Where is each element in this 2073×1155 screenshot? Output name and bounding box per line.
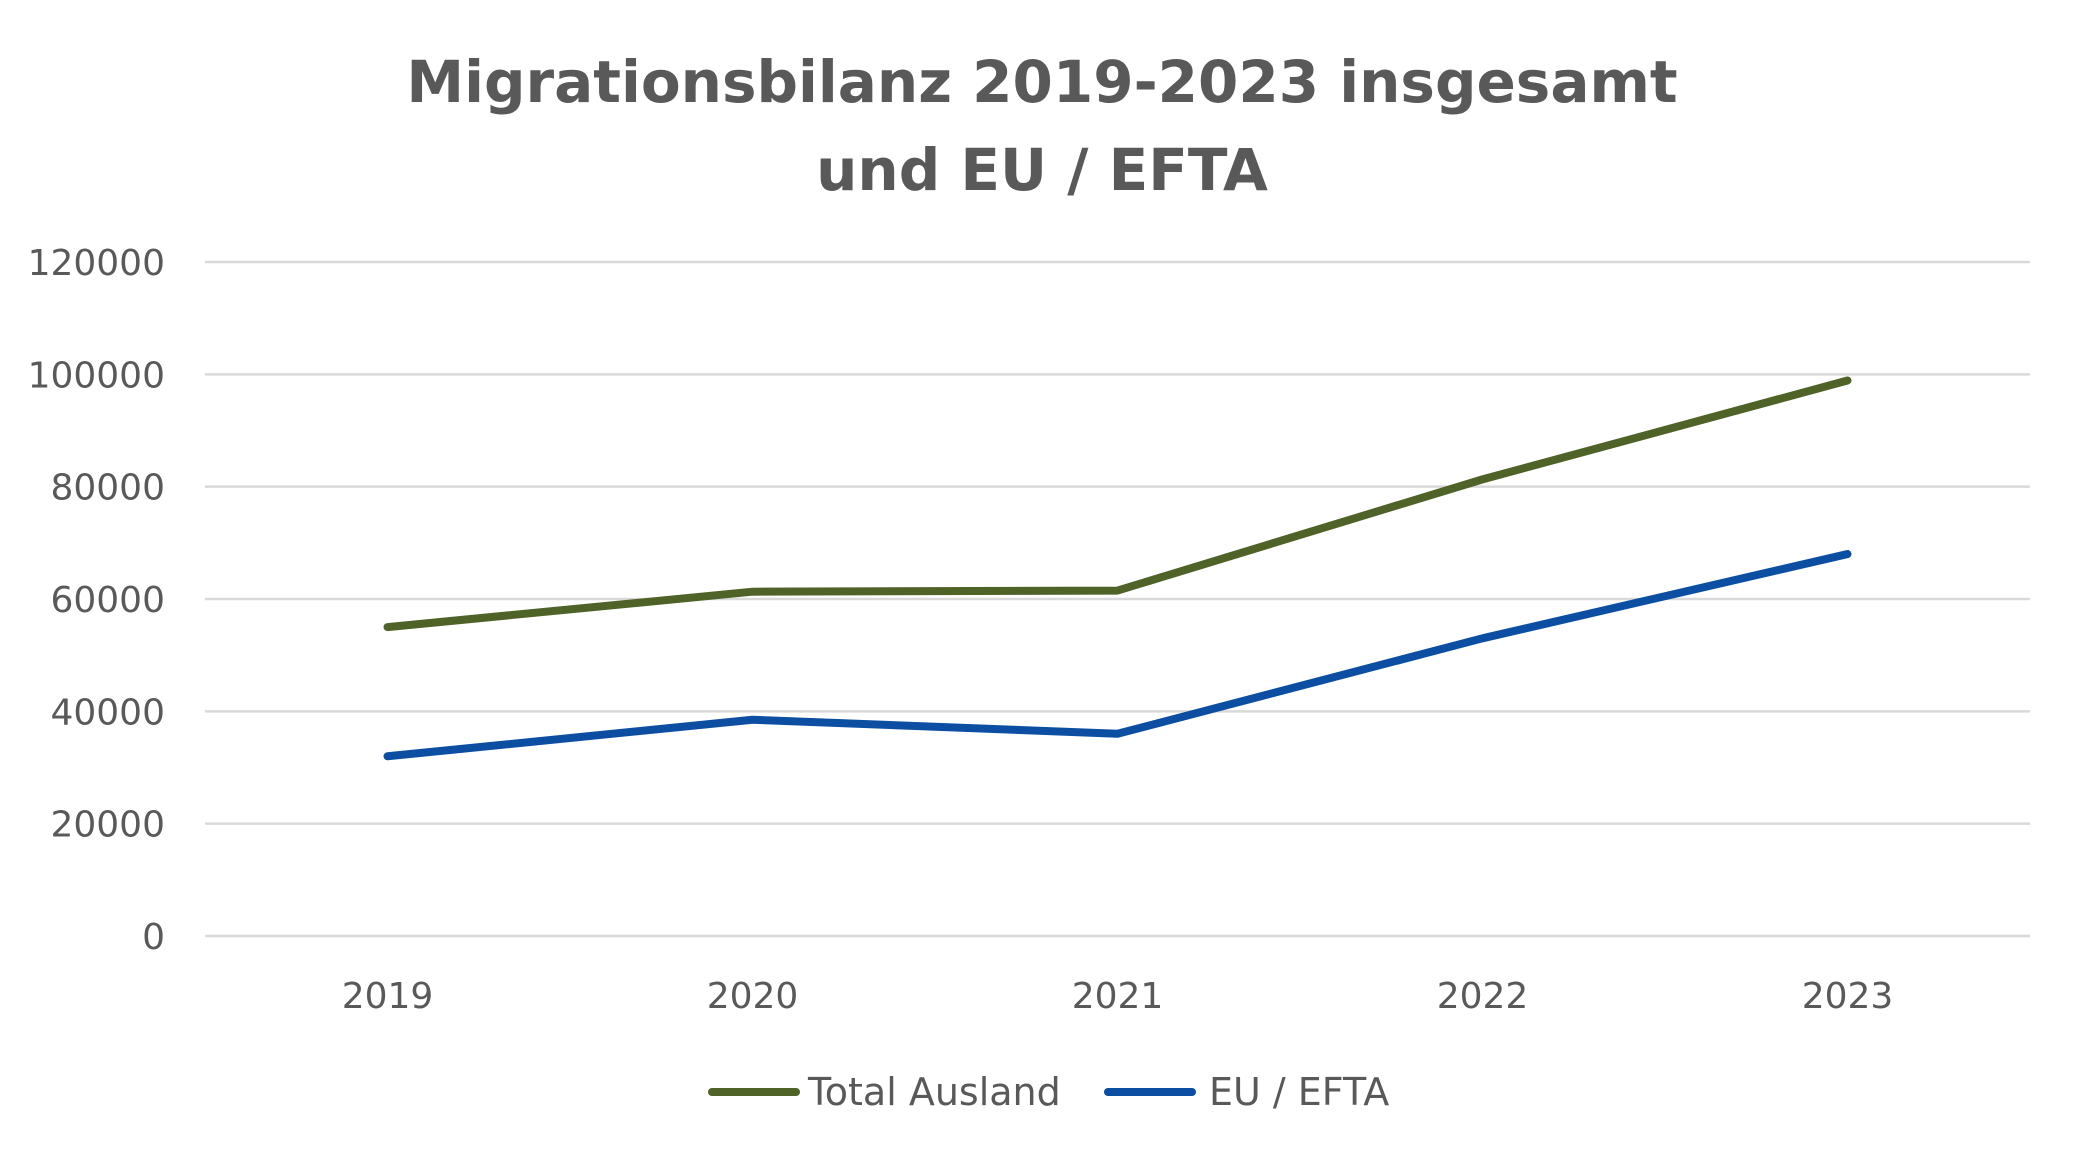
y-tick-label: 20000 (50, 805, 165, 846)
x-tick-label: 2022 (1437, 976, 1529, 1017)
series-line-total-ausland (383, 376, 1852, 632)
x-tick-label: 2021 (1072, 976, 1164, 1017)
y-tick-label: 40000 (50, 692, 165, 733)
y-tick-label: 100000 (28, 355, 165, 396)
y-tick-label: 60000 (50, 580, 165, 621)
x-tick-label: 2019 (342, 976, 434, 1017)
chart-title-line-1: Migrationsbilanz 2019-2023 insgesamt (406, 48, 1677, 116)
series-lines (383, 376, 1852, 761)
chart-title-line-2: und EU / EFTA (816, 136, 1268, 204)
x-tick-label: 2020 (707, 976, 799, 1017)
x-tick-label: 2023 (1802, 976, 1894, 1017)
gridlines (205, 260, 2030, 938)
y-tick-label: 80000 (50, 468, 165, 509)
y-axis-ticks: 0 20000 40000 60000 80000 100000 120000 (28, 243, 165, 958)
legend-label: EU / EFTA (1209, 1070, 1389, 1114)
y-tick-label: 120000 (28, 243, 165, 284)
legend: Total Ausland EU / EFTA (708, 1070, 1389, 1114)
x-axis-ticks: 2019 2020 2021 2022 2023 (342, 976, 1894, 1017)
legend-label: Total Ausland (807, 1070, 1061, 1114)
series-line-eu-efta (383, 550, 1852, 761)
y-tick-label: 0 (142, 917, 165, 958)
